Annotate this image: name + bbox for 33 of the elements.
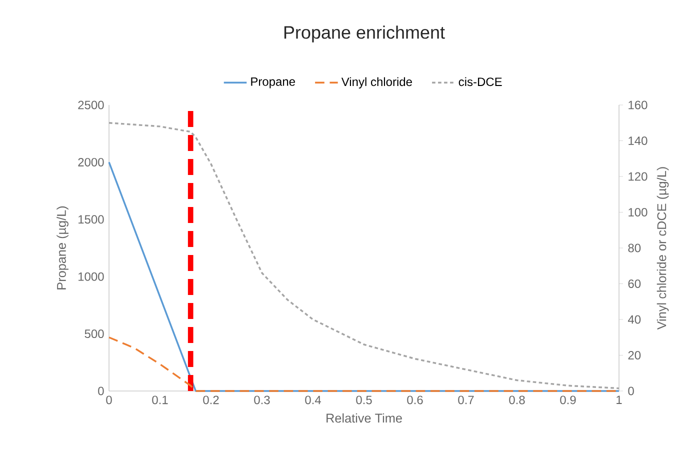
x-tick-label: 0.9 bbox=[560, 396, 576, 404]
y-tick-label: 0 bbox=[98, 386, 104, 396]
y2-tick-label: 100 bbox=[628, 208, 648, 216]
y-tick-label: 2500 bbox=[78, 100, 104, 110]
y2-tick-label: 120 bbox=[628, 172, 648, 181]
y2-tick-label: 160 bbox=[628, 100, 648, 110]
y2-tick-label: 140 bbox=[628, 136, 648, 145]
chart-title: Propane enrichment bbox=[284, 26, 445, 42]
x-axis-title: Relative Time bbox=[326, 413, 402, 423]
x-tick-label: 0.3 bbox=[254, 396, 270, 404]
y-axis-title: Propane (µg/L) bbox=[56, 206, 68, 290]
y-tick-label: 500 bbox=[84, 330, 104, 338]
x-tick-label: 0 bbox=[106, 396, 112, 404]
x-tick-label: 0.2 bbox=[203, 396, 219, 404]
y2-tick-label: 0 bbox=[628, 386, 634, 396]
x-tick-label: 0.1 bbox=[152, 396, 168, 404]
y2-axis-title: Vinyl chloride or cDCE (µg/L) bbox=[656, 167, 669, 330]
legend-label: Vinyl chloride bbox=[341, 77, 412, 88]
y2-tick-label: 60 bbox=[628, 279, 641, 288]
x-tick-label: 0.8 bbox=[509, 396, 525, 404]
y2-tick-label: 80 bbox=[628, 244, 641, 252]
x-tick-label: 0.7 bbox=[458, 396, 474, 404]
x-tick-label: 0.6 bbox=[407, 396, 423, 404]
x-tick-label: 0.4 bbox=[305, 396, 321, 404]
x-tick-label: 1 bbox=[616, 396, 622, 404]
legend-label: cis-DCE bbox=[458, 77, 502, 86]
y-tick-label: 1500 bbox=[78, 215, 104, 224]
x-tick-label: 0.5 bbox=[356, 396, 372, 404]
y2-tick-label: 20 bbox=[628, 350, 641, 360]
legend-label: Propane bbox=[251, 77, 295, 88]
y2-tick-label: 40 bbox=[628, 315, 641, 324]
y-tick-label: 2000 bbox=[78, 158, 104, 166]
y-tick-label: 1000 bbox=[78, 272, 104, 281]
